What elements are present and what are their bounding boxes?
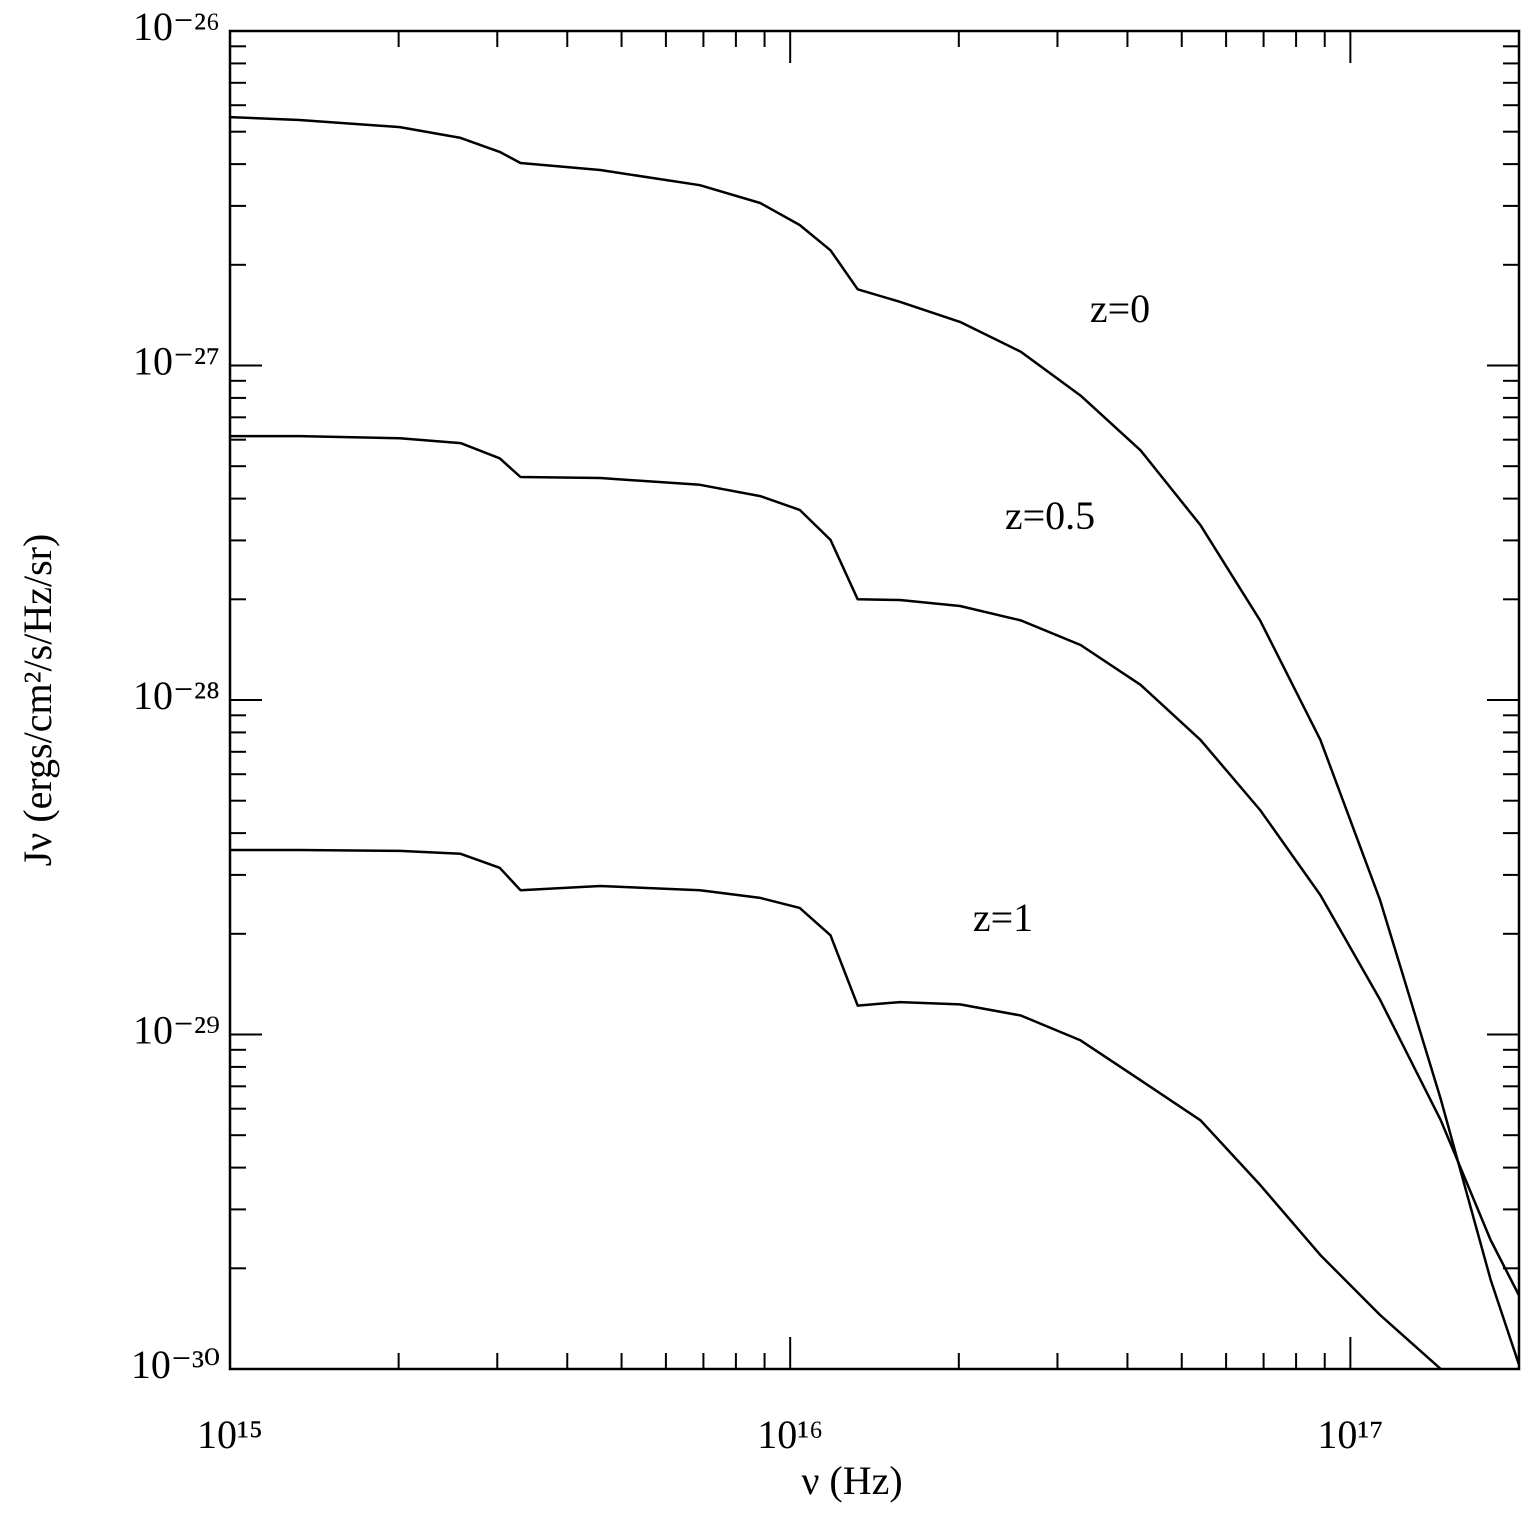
y-axis-label: Jν (ergs/cm²/s/Hz/sr) (15, 534, 60, 867)
x-axis-label: ν (Hz) (801, 1458, 902, 1503)
series-label: z=0 (1090, 286, 1150, 331)
plot-frame (228, 29, 1521, 1371)
series-label: z=0.5 (1005, 493, 1095, 538)
y-tick-label: 10⁻²⁶ (133, 4, 220, 49)
series-line (230, 848, 1442, 1369)
series-line (230, 115, 1519, 1366)
y-tick-label: 10⁻²⁷ (133, 339, 220, 384)
x-tick-label: 10¹⁶ (757, 1412, 823, 1457)
y-tick-label: 10⁻²⁹ (133, 1008, 220, 1053)
series-line (230, 434, 1519, 1296)
x-tick-label: 10¹⁵ (197, 1412, 263, 1457)
x-tick-label: 10¹⁷ (1317, 1412, 1383, 1457)
y-tick-label: 10⁻³⁰ (131, 1342, 220, 1387)
series-label: z=1 (973, 895, 1033, 940)
y-tick-label: 10⁻²⁸ (133, 673, 220, 718)
